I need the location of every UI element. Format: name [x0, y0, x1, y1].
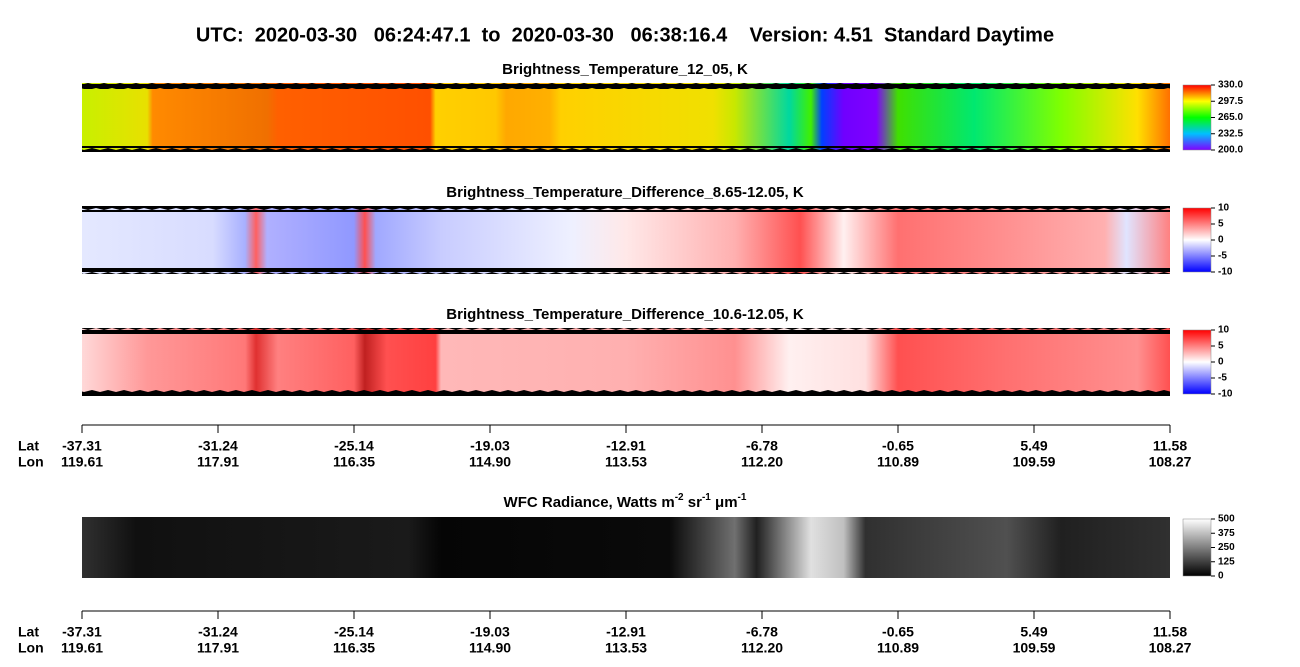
colorbar-label: -10 — [1218, 267, 1233, 278]
title-text: Brightness_Temperature_Difference_10.6-1… — [446, 306, 804, 323]
colorbar-label: -5 — [1218, 251, 1227, 262]
strip-edge — [82, 83, 1170, 89]
lon-label: 113.53 — [605, 640, 647, 656]
lat-label: 5.49 — [1020, 624, 1047, 640]
colorbar — [1182, 207, 1212, 273]
strip-edge — [82, 206, 1170, 212]
colorbar-label: 125 — [1218, 556, 1235, 567]
image-strip — [82, 83, 1170, 152]
strip-edge — [82, 328, 1170, 334]
colorbar-label: -5 — [1218, 373, 1227, 384]
lon-label: 119.61 — [61, 640, 103, 656]
lat-label: -19.03 — [470, 438, 510, 454]
colorbar-label: 330.0 — [1218, 80, 1243, 91]
colorbar-label: 232.5 — [1218, 128, 1243, 139]
lat-label: -19.03 — [470, 624, 510, 640]
lat-label: -31.24 — [198, 438, 238, 454]
lat-label: -6.78 — [746, 624, 778, 640]
colorbar-label: 5 — [1218, 341, 1224, 352]
colorbar — [1182, 518, 1212, 577]
strip-edge — [82, 268, 1170, 274]
title-text: Brightness_Temperature_12_05, K — [502, 61, 748, 78]
lon-label: 110.89 — [877, 454, 919, 470]
lat-label: 5.49 — [1020, 438, 1047, 454]
row-label: Lat — [18, 438, 39, 454]
colorbar-label: 200.0 — [1218, 145, 1243, 156]
lon-label: 119.61 — [61, 454, 103, 470]
lon-label: 116.35 — [333, 454, 375, 470]
colorbar-label: 500 — [1218, 514, 1235, 525]
panel-title: Brightness_Temperature_Difference_8.65-1… — [446, 184, 804, 201]
lat-label: -12.91 — [606, 624, 646, 640]
lat-label: -0.65 — [882, 438, 914, 454]
colorbar-label: -10 — [1218, 389, 1233, 400]
lat-label: -25.14 — [334, 438, 374, 454]
colorbar-label: 375 — [1218, 528, 1235, 539]
colorbar-label: 0 — [1218, 357, 1224, 368]
lon-label: 114.90 — [469, 640, 511, 656]
colorbar — [1182, 84, 1212, 151]
colorbar-label: 0 — [1218, 571, 1224, 582]
lon-label: 117.91 — [197, 454, 239, 470]
row-label: Lon — [18, 640, 44, 656]
lon-label: 108.27 — [1149, 454, 1192, 470]
panel-title: Brightness_Temperature_Difference_10.6-1… — [446, 306, 804, 323]
lat-label: -37.31 — [62, 624, 102, 640]
lon-label: 110.89 — [877, 640, 919, 656]
lon-label: 114.90 — [469, 454, 511, 470]
lon-label: 113.53 — [605, 454, 647, 470]
lat-label: -12.91 — [606, 438, 646, 454]
superscript: -2 — [675, 492, 684, 503]
lon-label: 109.59 — [1013, 640, 1056, 656]
row-label: Lon — [18, 454, 44, 470]
colorbar-label: 0 — [1218, 235, 1224, 246]
strip-edge — [82, 146, 1170, 152]
superscript: -1 — [702, 492, 711, 503]
lat-label: -31.24 — [198, 624, 238, 640]
lat-label: -37.31 — [62, 438, 102, 454]
row-label: Lat — [18, 624, 39, 640]
lat-label: 11.58 — [1153, 438, 1187, 454]
lon-label: 109.59 — [1013, 454, 1056, 470]
lat-label: -0.65 — [882, 624, 914, 640]
strip-edge — [82, 390, 1170, 396]
panel-title: Brightness_Temperature_12_05, K — [502, 61, 748, 78]
lat-label: -6.78 — [746, 438, 778, 454]
lat-label: -25.14 — [334, 624, 374, 640]
colorbar-label: 5 — [1218, 219, 1224, 230]
lat-label: 11.58 — [1153, 624, 1187, 640]
lon-label: 108.27 — [1149, 640, 1192, 656]
page-title: UTC: 2020-03-30 06:24:47.1 to 2020-03-30… — [196, 24, 1054, 46]
colorbar-label: 10 — [1218, 325, 1230, 336]
lon-label: 112.20 — [741, 640, 783, 656]
superscript: -1 — [738, 492, 747, 503]
image-strip — [82, 206, 1170, 274]
colorbar-label: 297.5 — [1218, 96, 1243, 107]
colorbar-label: 265.0 — [1218, 112, 1243, 123]
image-strip — [82, 328, 1170, 396]
lon-label: 116.35 — [333, 640, 375, 656]
lon-label: 112.20 — [741, 454, 783, 470]
lon-label: 117.91 — [197, 640, 239, 656]
panel-title: WFC Radiance, Watts m-2 sr-1 μm-1 — [504, 492, 747, 511]
title-text: μm — [711, 494, 738, 511]
image-strip — [82, 517, 1170, 578]
colorbar-label: 250 — [1218, 542, 1235, 553]
title-text: sr — [684, 494, 703, 511]
title-text: Brightness_Temperature_Difference_8.65-1… — [446, 184, 804, 201]
colorbar-label: 10 — [1218, 203, 1230, 214]
title-text: WFC Radiance, Watts m — [504, 494, 675, 511]
colorbar — [1182, 329, 1212, 395]
